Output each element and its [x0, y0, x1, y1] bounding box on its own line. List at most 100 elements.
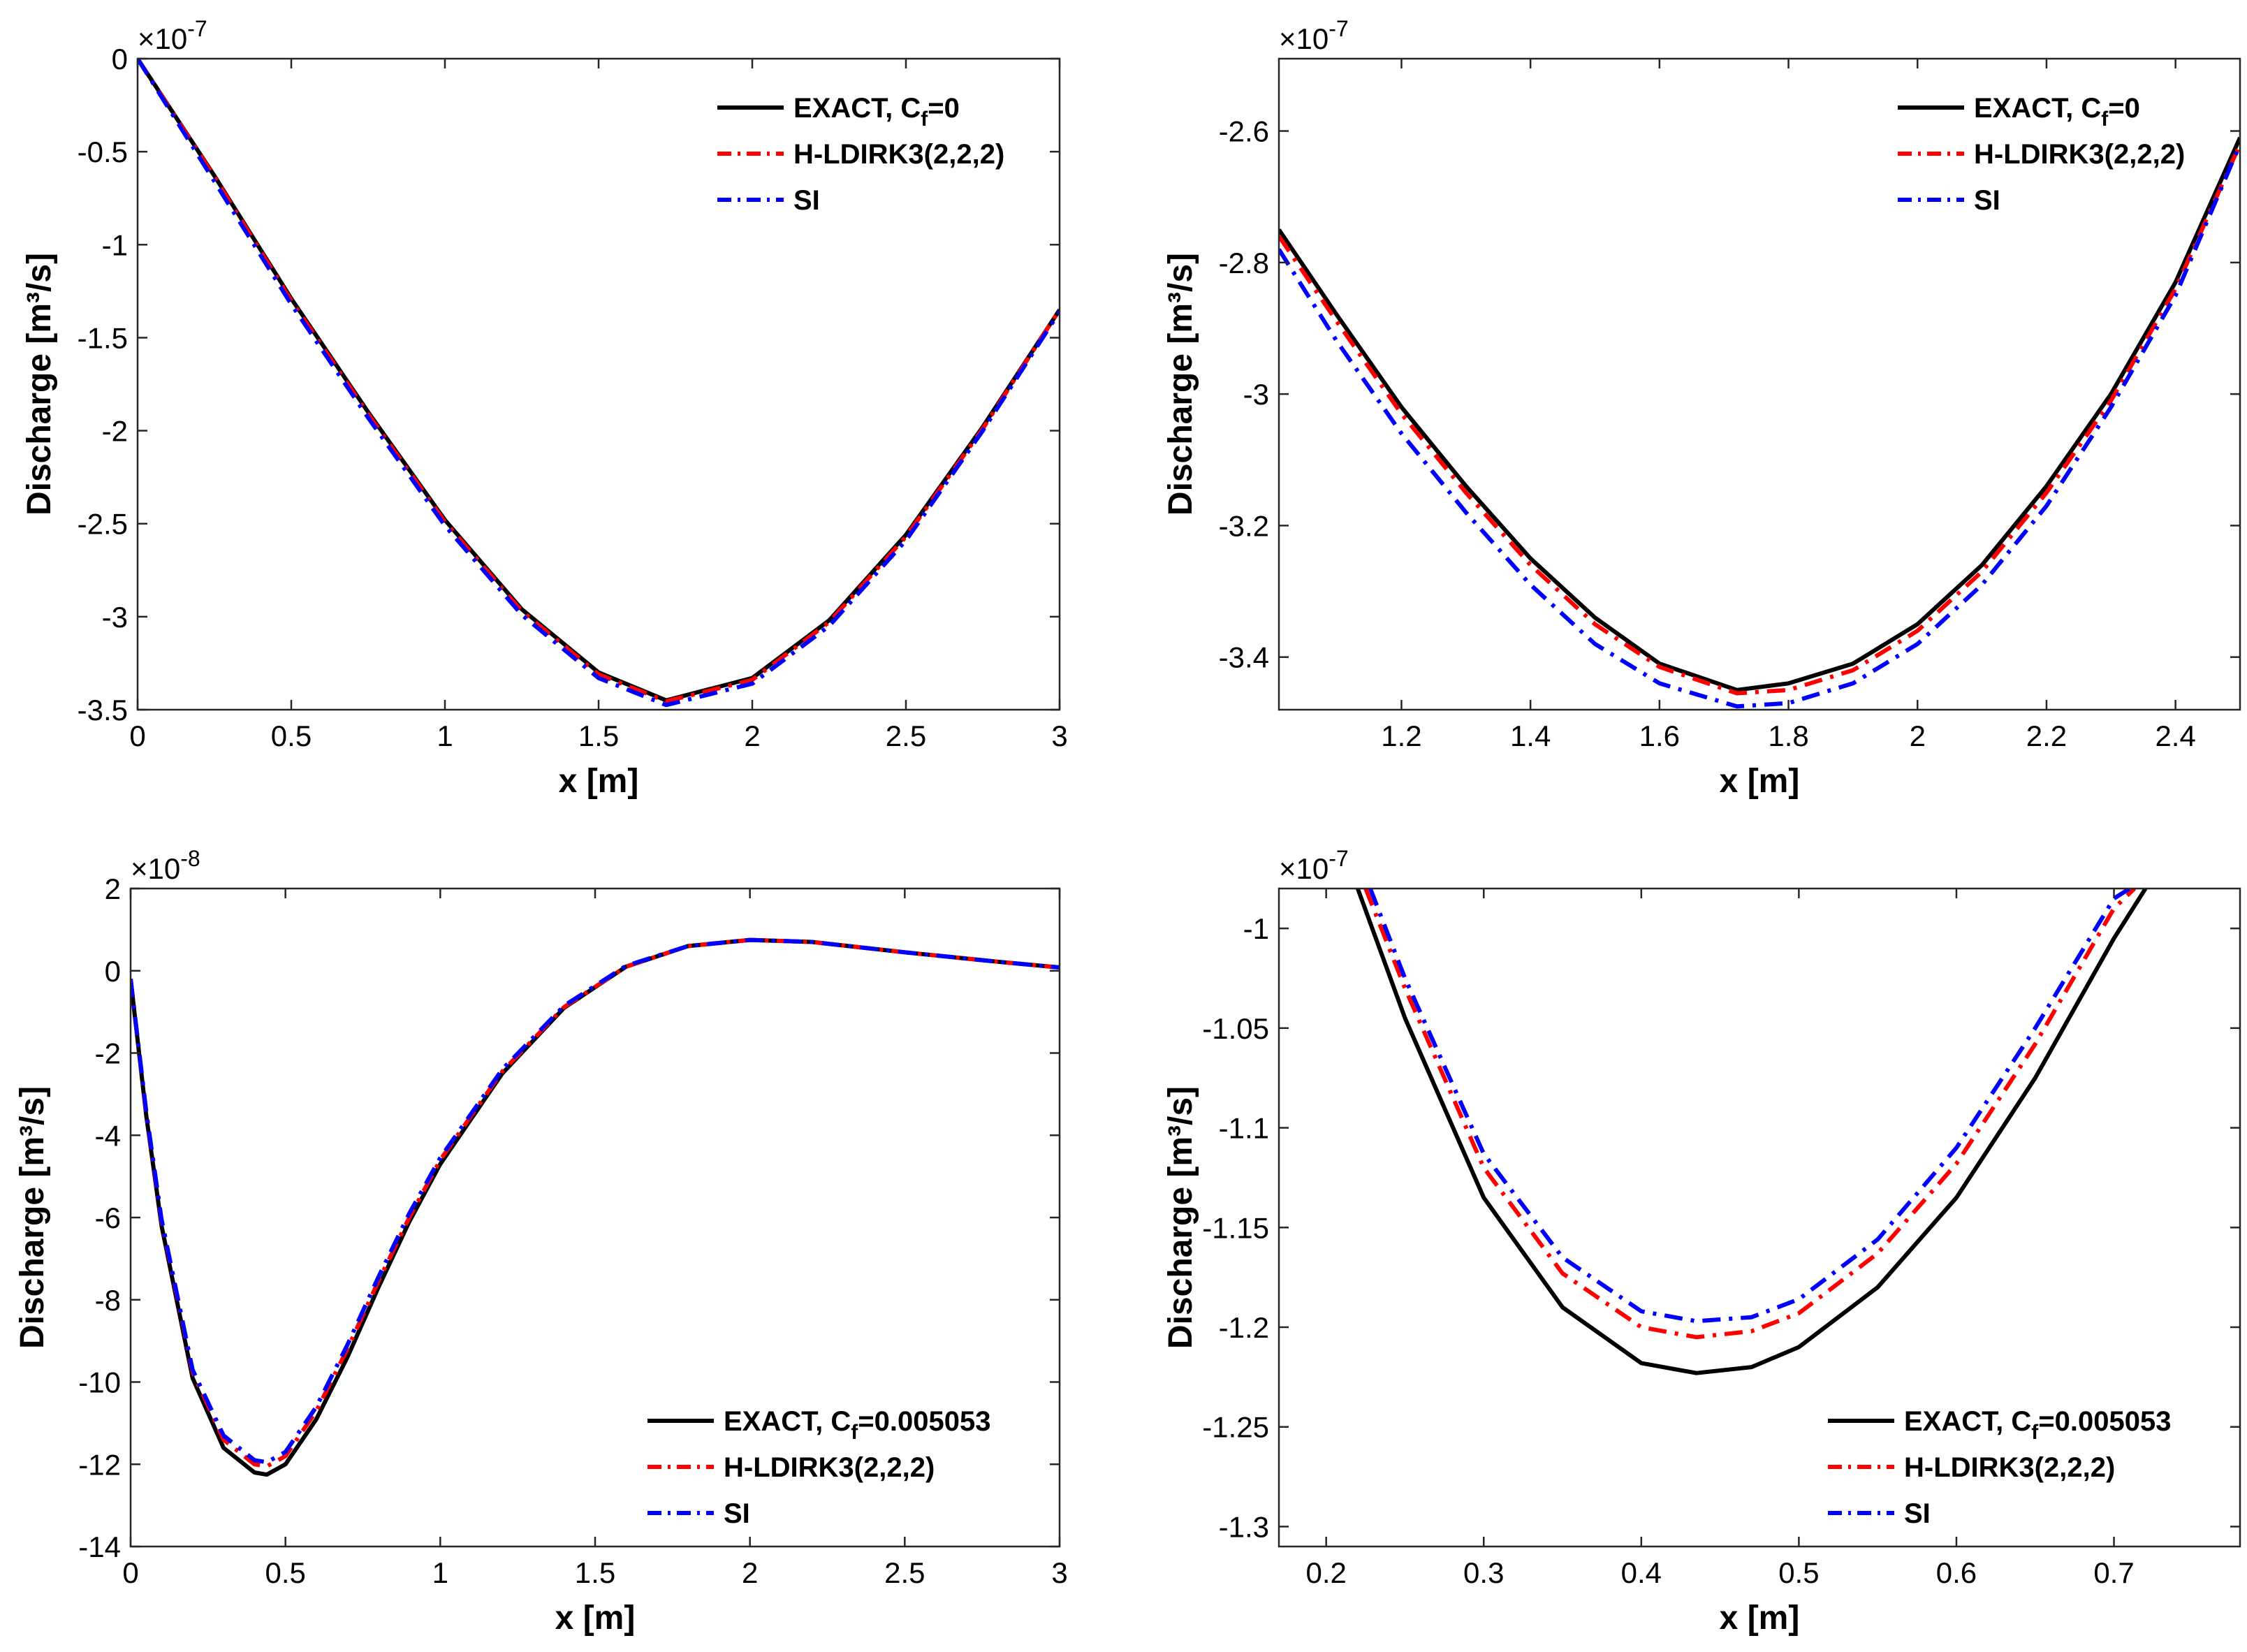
y-tick-label: -2	[95, 1037, 121, 1070]
x-axis-label: x [m]	[555, 1600, 636, 1637]
legend-entry-label: H-LDIRK3(2,2,2)	[1974, 139, 2185, 170]
legend: EXACT, Cf=0.005053 H-LDIRK3(2,2,2) SI	[647, 1406, 990, 1529]
y-tick-label: -1.05	[1202, 1012, 1269, 1045]
legend-entry-label: H-LDIRK3(2,2,2)	[724, 1452, 935, 1483]
y-tick-label: -2.6	[1219, 115, 1269, 148]
x-tick-label: 2	[1910, 719, 1926, 752]
x-tick-label: 1	[432, 1556, 448, 1589]
y-tick-label: -4	[95, 1119, 121, 1152]
series-line-si	[138, 59, 1060, 708]
y-tick-label: -6	[95, 1201, 121, 1234]
x-tick-label: 2	[742, 1556, 758, 1589]
x-tick-label: 0	[129, 719, 145, 752]
plot-panel-2: 1.2 1.4 1.6 1.8 2 2.2 2.4 -2.6 -2.8 -3 -3.2 -3.4 ×10…	[1162, 16, 2241, 800]
plot-panel-3: 0 0.5 1 1.5 2 2.5 3 2 0 -2 -4 -6 -8 -10 -12 -14 ×10-8 x […	[14, 846, 1068, 1637]
plot-panel-1: 0 0.5 1 1.5 2 2.5 3 0 -0.5 -1 -1.5 -2 -2.5 -3 -3.5 ×10-…	[21, 16, 1068, 800]
x-tick-label: 1.2	[1381, 719, 1421, 752]
legend-entry-label: EXACT, Cf=0	[793, 93, 960, 131]
x-tick-label: 0.4	[1621, 1556, 1662, 1589]
y-tick-label: 0	[105, 955, 121, 988]
y-tick-label: -1.1	[1219, 1112, 1269, 1145]
legend-entry-label: H-LDIRK3(2,2,2)	[1904, 1452, 2115, 1483]
series-line-h-ldirk3-2-2-2	[1363, 889, 2136, 1340]
y-exponent-label: ×10-7	[1279, 846, 1349, 885]
y-tick-label: -8	[95, 1284, 121, 1317]
legend-entry-label: SI	[793, 185, 820, 216]
y-tick-label: -2.8	[1219, 247, 1269, 279]
y-tick-label: -1.3	[1219, 1510, 1269, 1543]
legend-entry-label: EXACT, Cf=0.005053	[1904, 1406, 2171, 1444]
y-tick-label: 2	[105, 872, 121, 905]
x-tick-label: 0.5	[271, 719, 312, 752]
x-tick-label: 0.7	[2093, 1556, 2134, 1589]
y-tick-label: -1.5	[78, 321, 128, 354]
legend: EXACT, Cf=0 H-LDIRK3(2,2,2) SI	[717, 93, 1004, 216]
x-tick-label: 3	[1051, 1556, 1067, 1589]
legend: EXACT, Cf=0.005053 H-LDIRK3(2,2,2) SI	[1828, 1406, 2171, 1529]
legend-entry-label: EXACT, Cf=0.005053	[724, 1406, 990, 1444]
series-line-si	[1368, 889, 2131, 1324]
x-tick-label: 1.5	[575, 1556, 615, 1589]
plot-area	[131, 889, 1060, 1547]
legend-entry-label: SI	[1974, 185, 2000, 216]
series-line-si	[1279, 143, 2240, 709]
x-tick-label: 0.2	[1305, 1556, 1346, 1589]
x-axis-label: x [m]	[559, 763, 639, 800]
x-tick-label: 3	[1051, 719, 1067, 752]
y-axis-label: Discharge [m³/s]	[21, 253, 58, 516]
plot-area	[1279, 59, 2240, 710]
y-tick-label: -1.15	[1202, 1211, 1269, 1244]
x-tick-label: 2	[744, 719, 760, 752]
x-tick-label: 0.6	[1936, 1556, 1977, 1589]
y-tick-label: -1	[1243, 912, 1269, 945]
legend: EXACT, Cf=0 H-LDIRK3(2,2,2) SI	[1898, 93, 2185, 216]
x-tick-label: 0	[122, 1556, 138, 1589]
y-tick-label: -3	[1243, 378, 1269, 411]
y-axis-label: Discharge [m³/s]	[1162, 253, 1199, 516]
axes-box	[1278, 57, 2241, 711]
y-tick-label: -0.5	[78, 136, 128, 168]
y-exponent-label: ×10-8	[131, 846, 200, 885]
x-tick-label: 0.5	[1778, 1556, 1819, 1589]
legend-entry-label: H-LDIRK3(2,2,2)	[793, 139, 1004, 170]
y-tick-label: -3	[102, 601, 128, 634]
y-exponent-label: ×10-7	[138, 16, 207, 55]
x-tick-label: 1.6	[1639, 719, 1680, 752]
y-tick-label: -3.2	[1219, 509, 1269, 542]
series-line-exact	[1279, 136, 2240, 692]
legend-entry-label: SI	[1904, 1498, 1931, 1529]
x-axis-label: x [m]	[1720, 763, 1800, 800]
x-tick-label: 2.5	[886, 719, 926, 752]
y-axis-label: Discharge [m³/s]	[1162, 1086, 1199, 1349]
series-line-exact	[1355, 889, 2148, 1375]
x-tick-label: 2.4	[2155, 719, 2195, 752]
axes-box	[1278, 887, 2241, 1548]
y-tick-label: -10	[78, 1366, 121, 1399]
y-tick-label: -12	[78, 1448, 121, 1481]
x-tick-label: 0.3	[1463, 1556, 1504, 1589]
x-tick-label: 1.5	[578, 719, 619, 752]
y-tick-label: 0	[112, 43, 128, 75]
legend-entry-label: EXACT, Cf=0	[1974, 93, 2140, 131]
x-axis-label: x [m]	[1720, 1600, 1800, 1637]
plot-panel-4: 0.2 0.3 0.4 0.5 0.6 0.7 -1 -1.05 -1.1 -1.15 -1.2 -1…	[1162, 846, 2241, 1637]
x-tick-label: 1	[437, 719, 453, 752]
x-tick-label: 1.8	[1768, 719, 1808, 752]
y-tick-label: -2	[102, 415, 128, 448]
x-tick-label: 1.4	[1510, 719, 1551, 752]
plot-area	[138, 59, 1060, 710]
y-tick-label: -1.25	[1202, 1411, 1269, 1444]
x-tick-label: 2.2	[2026, 719, 2067, 752]
y-tick-label: -3.5	[78, 694, 128, 726]
x-tick-label: 0.5	[265, 1556, 305, 1589]
y-tick-label: -1	[102, 228, 128, 261]
legend-entry-label: SI	[724, 1498, 750, 1529]
y-tick-label: -1.2	[1219, 1311, 1269, 1344]
y-tick-label: -3.4	[1219, 641, 1269, 674]
x-tick-label: 2.5	[884, 1556, 925, 1589]
series-line-si	[131, 937, 1060, 1465]
y-tick-label: -14	[78, 1530, 121, 1563]
plot-area	[1279, 889, 2240, 1547]
y-axis-label: Discharge [m³/s]	[14, 1086, 51, 1349]
